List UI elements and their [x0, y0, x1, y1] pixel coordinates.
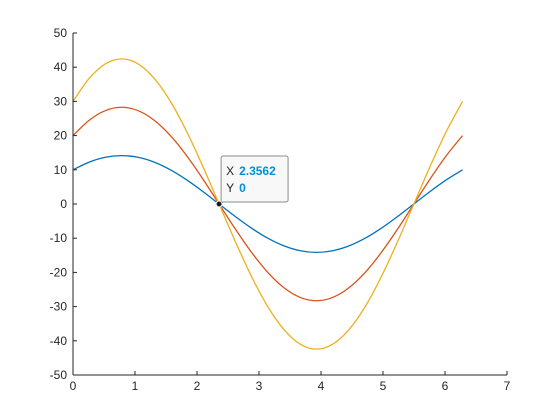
x-tick-label: 3: [256, 379, 263, 393]
y-tick-label: -20: [50, 265, 68, 279]
x-tick-label: 7: [504, 379, 511, 393]
datatip-marker[interactable]: [215, 200, 223, 208]
datatip-y-value: 0: [239, 181, 246, 195]
series-1-line[interactable]: [72, 154, 463, 254]
x-tick-label: 2: [194, 379, 201, 393]
datatip-x-key: X: [226, 164, 234, 178]
series-3-line[interactable]: [72, 58, 464, 350]
datatip[interactable]: X 2.3562 Y 0: [215, 155, 289, 208]
y-tick-label: 40: [54, 60, 68, 74]
x-tick-label: 5: [380, 379, 387, 393]
y-tick-label: 30: [54, 94, 68, 108]
y-tick-label: 20: [54, 129, 68, 143]
ticks: 0 1 2 3 4 5 6 7 -50 -40 -30 -20 -10 0 10 20 30 40 50: [50, 26, 511, 393]
y-tick-label: -40: [50, 334, 68, 348]
datatip-box[interactable]: [220, 155, 289, 203]
datatip-y-key: Y: [226, 181, 234, 195]
x-tick-label: 6: [442, 379, 449, 393]
axes: [72, 33, 507, 376]
y-tick-label: 10: [54, 163, 68, 177]
x-tick-label: 1: [132, 379, 139, 393]
y-tick-label: -30: [50, 300, 68, 314]
y-tick-label: -50: [50, 368, 68, 382]
x-tick-label: 4: [318, 379, 325, 393]
series-2-line[interactable]: [72, 106, 464, 302]
datatip-x-value: 2.3562: [239, 164, 276, 178]
y-tick-label: -10: [50, 231, 68, 245]
y-tick-label: 0: [60, 197, 67, 211]
y-tick-label: 50: [54, 26, 68, 40]
x-tick-label: 0: [70, 379, 77, 393]
series-layer: [72, 58, 464, 350]
